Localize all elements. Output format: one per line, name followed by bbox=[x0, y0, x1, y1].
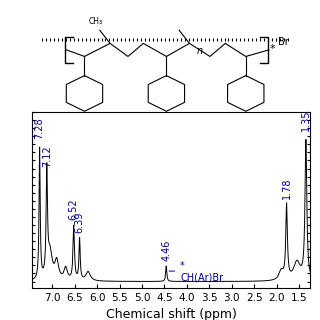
Text: *: * bbox=[270, 44, 276, 54]
Text: 6.52: 6.52 bbox=[72, 168, 82, 190]
Text: Br: Br bbox=[278, 37, 289, 47]
Text: 4.46: 4.46 bbox=[155, 225, 164, 246]
Text: *
CH(Ar)Br: * CH(Ar)Br bbox=[162, 246, 215, 268]
X-axis label: Chemical shift (ppm): Chemical shift (ppm) bbox=[99, 308, 229, 320]
Text: 1.35: 1.35 bbox=[279, 44, 289, 66]
Text: 1.78: 1.78 bbox=[262, 139, 272, 160]
Text: n: n bbox=[196, 46, 203, 56]
Text: CH₃: CH₃ bbox=[89, 17, 103, 26]
Text: 7.28: 7.28 bbox=[42, 55, 52, 77]
Text: 6.39: 6.39 bbox=[77, 187, 87, 208]
Text: 7.12: 7.12 bbox=[48, 94, 58, 115]
